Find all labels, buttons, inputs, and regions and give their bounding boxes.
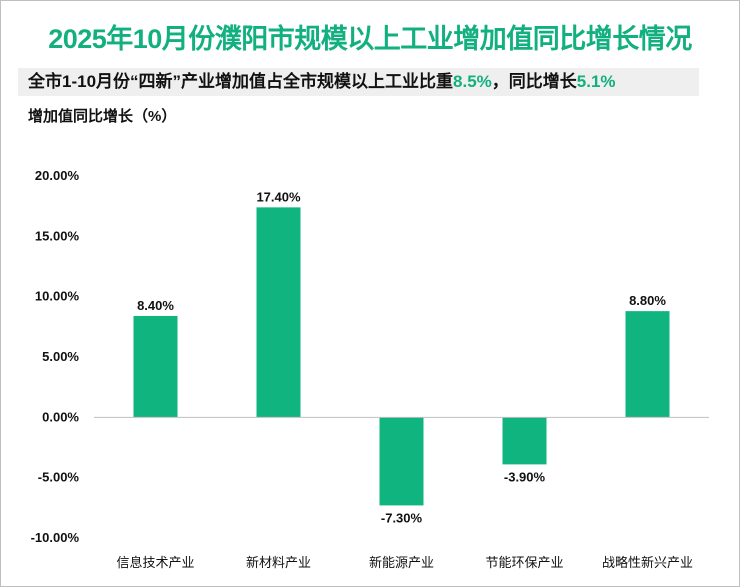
data-label: -7.30% bbox=[381, 510, 423, 525]
x-tick-label: 新能源产业 bbox=[369, 555, 434, 570]
y-tick-label: -10.00% bbox=[31, 530, 80, 545]
chart-title: 2025年10月份濮阳市规模以上工业增加值同比增长情况 bbox=[48, 24, 692, 54]
y-tick-label: 10.00% bbox=[35, 289, 80, 304]
data-label: 17.40% bbox=[256, 189, 301, 204]
y-tick-label: 0.00% bbox=[42, 409, 79, 424]
subtitle-value-1: 8.5% bbox=[453, 72, 492, 91]
x-tick-label: 节能环保产业 bbox=[485, 555, 563, 570]
chart-subtitle: 全市1-10月份“四新”产业增加值占全市规模以上工业比重8.5%，同比增长5.1… bbox=[18, 68, 699, 96]
bar bbox=[625, 311, 670, 418]
bar bbox=[379, 417, 424, 506]
y-axis-label: 增加值同比增长（%） bbox=[28, 108, 177, 125]
subtitle-value-2: 5.1% bbox=[576, 72, 616, 91]
x-tick-label: 战略性新兴产业 bbox=[602, 555, 693, 570]
data-label: 8.80% bbox=[629, 293, 666, 308]
y-tick-label: 20.00% bbox=[35, 168, 80, 183]
data-label: -3.90% bbox=[504, 469, 546, 484]
y-tick-label: 15.00% bbox=[35, 228, 80, 243]
bar bbox=[133, 315, 178, 418]
data-label: 8.40% bbox=[137, 298, 174, 313]
subtitle-text-1: 全市1-10月份“四新”产业增加值占全市规模以上工业比重 bbox=[28, 72, 454, 91]
bar bbox=[256, 207, 301, 418]
bar bbox=[502, 417, 547, 465]
y-tick-label: 5.00% bbox=[42, 349, 79, 364]
subtitle-text-2: ，同比增长 bbox=[491, 72, 577, 91]
x-tick-label: 新材料产业 bbox=[246, 555, 311, 570]
x-tick-label: 信息技术产业 bbox=[116, 555, 194, 570]
y-tick-label: -5.00% bbox=[38, 470, 80, 485]
